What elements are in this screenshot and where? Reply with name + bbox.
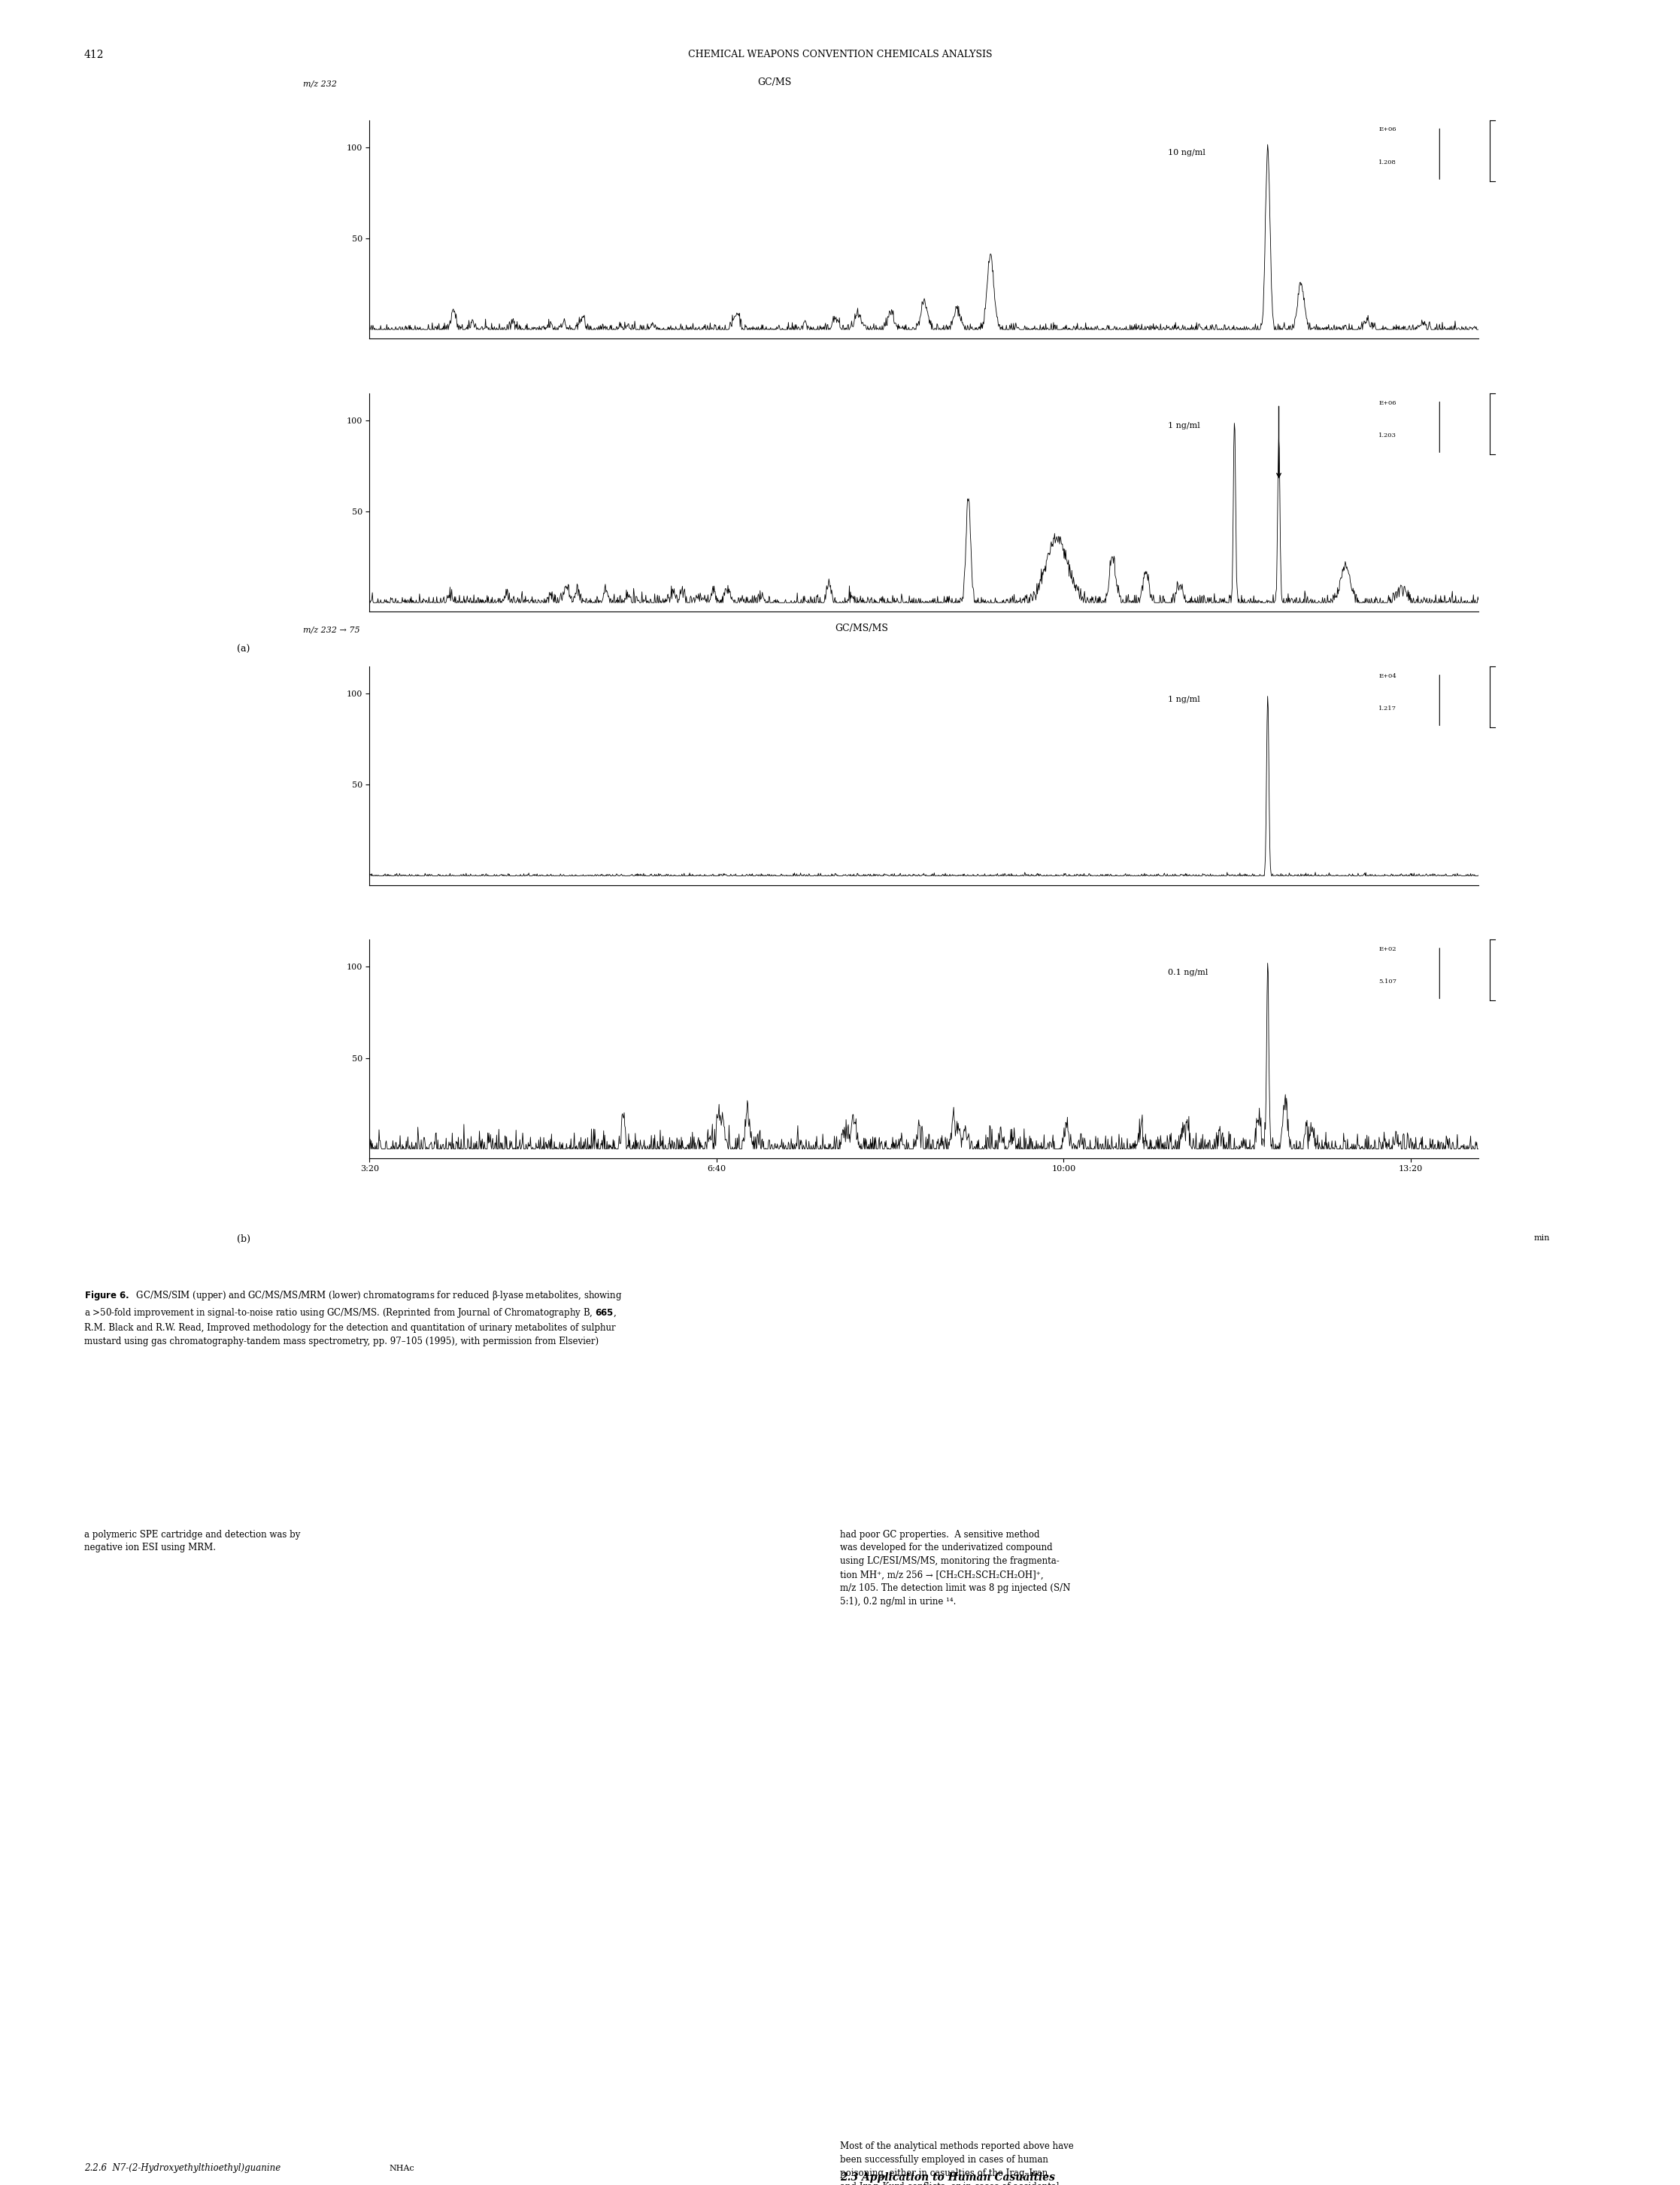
Text: 1.217: 1.217 (1379, 706, 1396, 712)
Text: NHAc: NHAc (388, 2165, 415, 2172)
Text: 1 ng/ml: 1 ng/ml (1168, 695, 1200, 704)
Text: 10 ng/ml: 10 ng/ml (1168, 149, 1206, 157)
Text: 1.203: 1.203 (1379, 433, 1396, 439)
Text: E+04: E+04 (1379, 673, 1396, 680)
Text: m/z 232 → 75: m/z 232 → 75 (302, 627, 360, 634)
Text: had poor GC properties.  A sensitive method
was developed for the underivatized : had poor GC properties. A sensitive meth… (840, 1529, 1070, 1606)
Text: 1.208: 1.208 (1379, 160, 1396, 166)
Text: Most of the analytical methods reported above have
been successfully employed in: Most of the analytical methods reported … (840, 2141, 1074, 2185)
Text: E+02: E+02 (1379, 946, 1396, 953)
Text: 2.2.6  N7-(2-Hydroxyethylthioethyl)guanine: 2.2.6 N7-(2-Hydroxyethylthioethyl)guanin… (84, 2163, 281, 2172)
Text: min: min (1534, 1235, 1551, 1241)
Text: CHEMICAL WEAPONS CONVENTION CHEMICALS ANALYSIS: CHEMICAL WEAPONS CONVENTION CHEMICALS AN… (687, 50, 993, 59)
Text: 2.3 Application to Human Casualties: 2.3 Application to Human Casualties (840, 2172, 1055, 2183)
Text: a polymeric SPE cartridge and detection was by
negative ion ESI using MRM.: a polymeric SPE cartridge and detection … (84, 1529, 301, 1554)
Text: m/z 232: m/z 232 (302, 81, 338, 87)
Text: 1 ng/ml: 1 ng/ml (1168, 422, 1200, 430)
Text: 0.1 ng/ml: 0.1 ng/ml (1168, 968, 1208, 977)
Text: E+06: E+06 (1379, 127, 1396, 133)
Text: $\bf{Figure\ 6.}$  GC/MS/SIM (upper) and GC/MS/MS/MRM (lower) chromatograms for : $\bf{Figure\ 6.}$ GC/MS/SIM (upper) and … (84, 1289, 622, 1346)
Text: GC/MS: GC/MS (758, 79, 791, 87)
Text: 5.107: 5.107 (1379, 979, 1396, 985)
Text: GC/MS/MS: GC/MS/MS (835, 625, 889, 634)
Text: (b): (b) (237, 1235, 250, 1243)
Text: E+06: E+06 (1379, 400, 1396, 406)
Text: 412: 412 (84, 50, 104, 59)
Text: (a): (a) (237, 645, 250, 653)
